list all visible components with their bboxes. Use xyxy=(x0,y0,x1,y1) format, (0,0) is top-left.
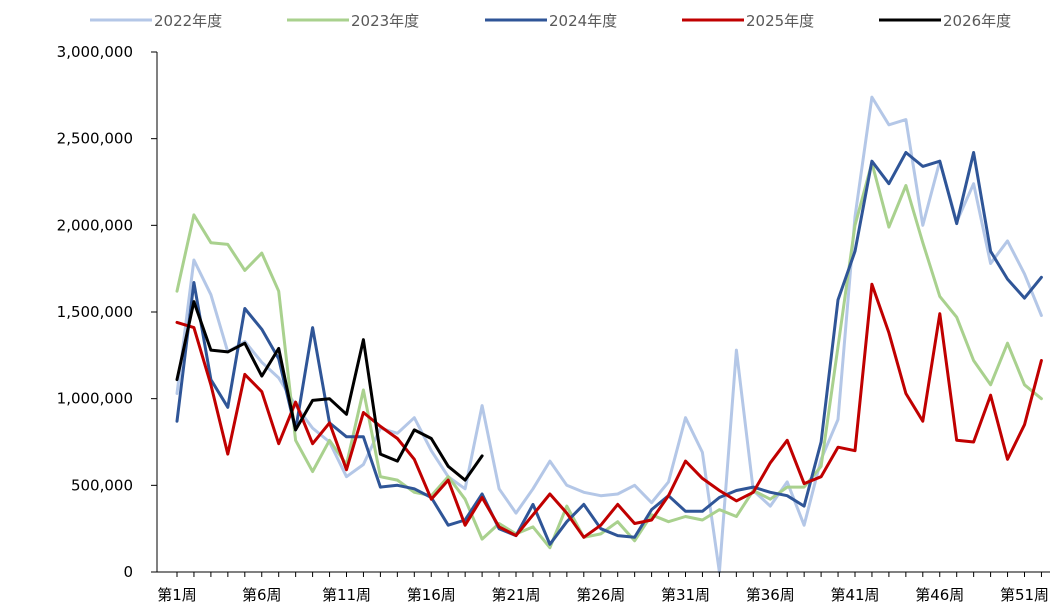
x-tick-label: 第1周 xyxy=(157,586,197,604)
series-line-4 xyxy=(175,300,484,482)
y-tick-label: 2,500,000 xyxy=(57,130,133,148)
series-line-3 xyxy=(175,282,1043,539)
x-tick-label: 第16周 xyxy=(407,586,456,604)
series-line-2 xyxy=(175,151,1043,546)
y-axis: 0 500,000 1,000,000 1,500,000 2,000,000 2,500… xyxy=(57,43,157,581)
x-axis: 第1周 第6周 第11周 第16周 第21周 第26周 第31周 第36周 第41周 第46周 第5… xyxy=(157,572,1049,604)
y-tick-label: 500,000 xyxy=(71,476,133,494)
legend-label: 2024年度 xyxy=(549,12,617,30)
legend-label: 2022年度 xyxy=(154,12,222,30)
y-tick-label: 2,000,000 xyxy=(57,216,133,234)
x-tick-label: 第46周 xyxy=(915,586,964,604)
legend-label: 2025年度 xyxy=(746,12,814,30)
series-line-0 xyxy=(175,95,1043,574)
series-line-1 xyxy=(175,161,1043,550)
legend-label: 2023年度 xyxy=(351,12,419,30)
x-tick-label: 第6周 xyxy=(242,586,282,604)
y-tick-label: 0 xyxy=(123,563,133,581)
y-tick-label: 1,000,000 xyxy=(57,390,133,408)
legend-label: 2026年度 xyxy=(943,12,1011,30)
series-layer xyxy=(175,95,1043,574)
y-tick-label: 1,500,000 xyxy=(57,303,133,321)
x-tick-label: 第21周 xyxy=(491,586,540,604)
y-tick-label: 3,000,000 xyxy=(57,43,133,61)
x-tick-label: 第41周 xyxy=(830,586,879,604)
legend: 2022年度 2023年度 2024年度 2025年度 2026年度 xyxy=(90,12,1011,30)
x-tick-label: 第26周 xyxy=(576,586,625,604)
x-tick-label: 第36周 xyxy=(746,586,795,604)
x-tick-label: 第51周 xyxy=(1000,586,1049,604)
x-tick-label: 第11周 xyxy=(322,586,371,604)
x-tick-label: 第31周 xyxy=(661,586,710,604)
